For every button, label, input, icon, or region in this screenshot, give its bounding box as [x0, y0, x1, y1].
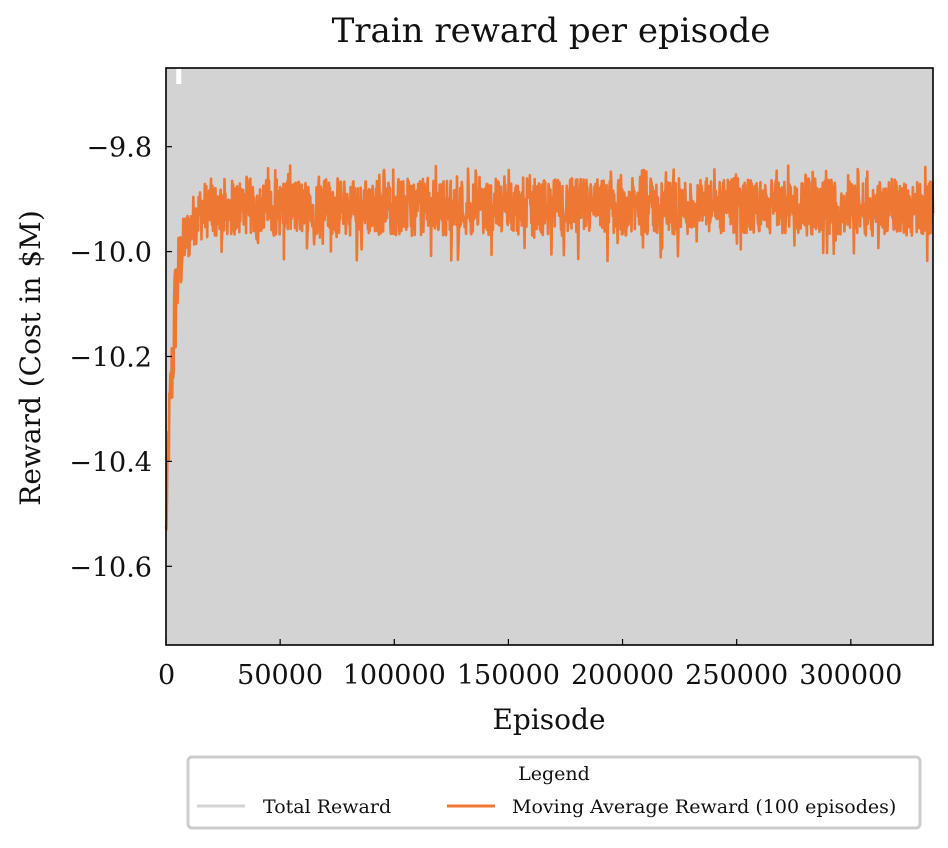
y-axis: −9.8 −10.0 −10.2 −10.4 −10.6	[69, 133, 172, 583]
y-tick-label: −10.2	[69, 343, 152, 374]
series-total-reward	[166, 68, 933, 645]
legend-label-total-reward: Total Reward	[263, 796, 391, 818]
x-axis: 0 50000 100000 150000 200000 250000 300000	[158, 639, 902, 691]
y-tick-label: −10.0	[69, 238, 152, 269]
series-total-reward-gap	[176, 68, 182, 84]
legend-label-moving-average: Moving Average Reward (100 episodes)	[512, 796, 896, 818]
legend-title: Legend	[518, 763, 590, 785]
legend: Legend Total Reward Moving Average Rewar…	[186, 755, 922, 830]
x-tick-label: 50000	[237, 660, 323, 691]
x-tick-label: 100000	[343, 660, 446, 691]
x-tick-label: 0	[158, 660, 175, 691]
series-layer	[164, 68, 935, 645]
y-tick-label: −9.8	[86, 133, 152, 164]
x-tick-label: 150000	[457, 660, 560, 691]
chart-title: Train reward per episode	[332, 11, 771, 51]
x-tick-label: 200000	[571, 660, 674, 691]
y-tick-label: −10.4	[69, 447, 152, 478]
y-axis-label: Reward (Cost in $M)	[14, 210, 47, 506]
x-axis-label: Episode	[492, 703, 605, 736]
legend-box	[186, 755, 922, 830]
series-moving-average	[164, 164, 935, 531]
y-tick-label: −10.6	[69, 552, 152, 583]
x-tick-label: 250000	[685, 660, 788, 691]
x-tick-label: 300000	[799, 660, 902, 691]
